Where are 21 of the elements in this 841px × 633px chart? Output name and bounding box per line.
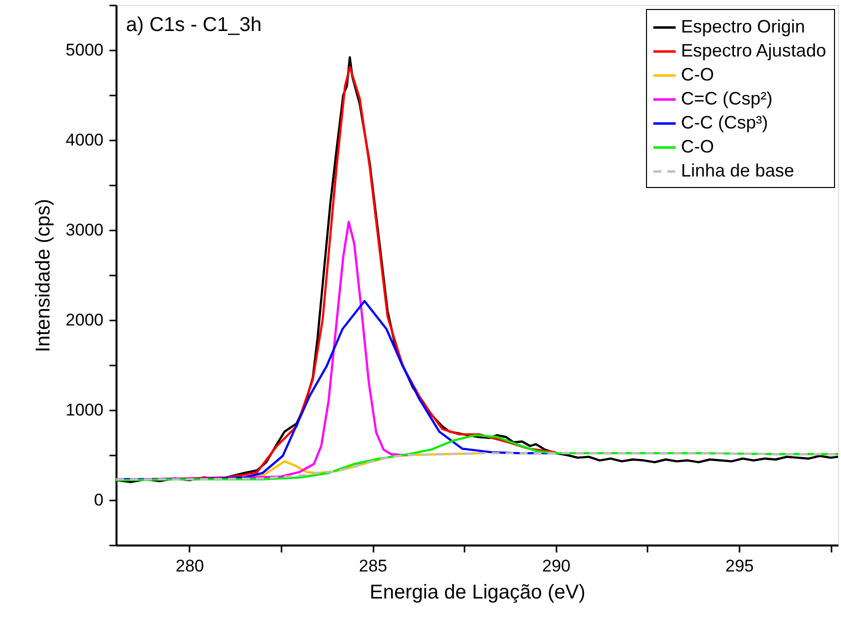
legend-label: C-C (Csp³) [681, 112, 768, 132]
legend-label: C-O [681, 136, 714, 156]
line-series [116, 452, 838, 480]
x-axis-title: Energia de Ligação (eV) [370, 582, 586, 604]
legend-label: Linha de base [681, 160, 794, 180]
y-tick-label: 0 [94, 490, 104, 510]
legend-label: Espectro Ajustado [681, 40, 826, 60]
x-tick-label: 280 [176, 556, 204, 576]
legend-label: C=C (Csp²) [681, 88, 773, 108]
x-tick-label: 290 [542, 556, 570, 576]
legend-label: C-O [681, 64, 714, 84]
y-axis-title: Intensidade (cps) [32, 198, 55, 352]
y-tick-label: 4000 [66, 130, 104, 150]
y-tick-label: 1000 [66, 400, 104, 420]
y-tick-label: 2000 [66, 310, 104, 330]
legend-label: Espectro Origin [681, 16, 806, 36]
y-tick-label: 5000 [66, 40, 104, 60]
y-tick-label: 3000 [66, 220, 104, 240]
x-tick-label: 285 [358, 556, 388, 576]
annotation: a) C1s - C1_3h [126, 14, 262, 36]
x-tick-label: 295 [725, 556, 754, 576]
